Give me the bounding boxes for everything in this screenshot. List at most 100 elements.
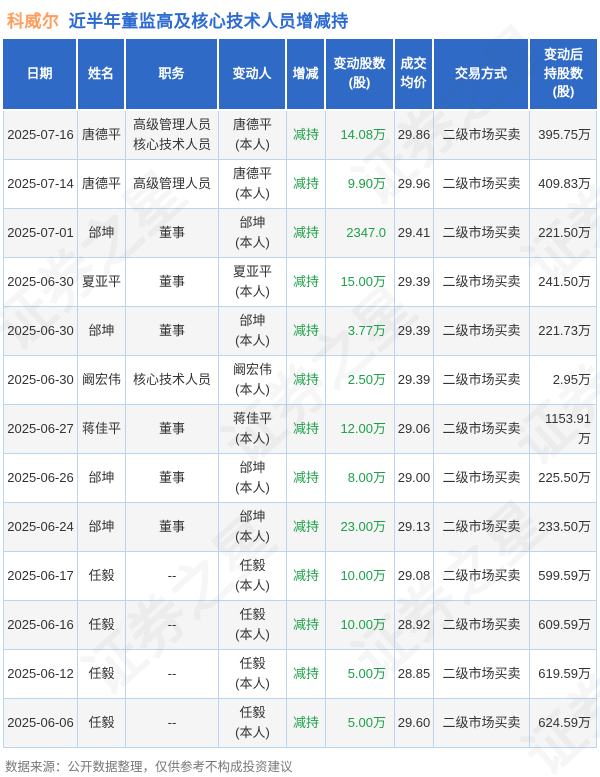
cell-direction: 减持 [287, 111, 326, 160]
cell-avg-price: 29.60 [395, 699, 434, 748]
cell-changer: 唐德平 (本人) [219, 160, 287, 209]
cell-direction: 减持 [287, 307, 326, 356]
cell-avg-price: 29.39 [395, 307, 434, 356]
cell-avg-price: 29.39 [395, 356, 434, 405]
header-position: 职务 [126, 39, 219, 111]
cell-trade-method: 二级市场买卖 [434, 601, 530, 650]
cell-shares-after: 221.73万 [530, 307, 597, 356]
cell-trade-method: 二级市场买卖 [434, 356, 530, 405]
cell-changer: 邰坤 (本人) [219, 454, 287, 503]
cell-shares-after: 225.50万 [530, 454, 597, 503]
cell-trade-method: 二级市场买卖 [434, 405, 530, 454]
cell-name: 邰坤 [78, 454, 126, 503]
table-header: 日期 姓名 职务 变动人 增减 变动股数 (股) 成交 均价 交易方式 变动后 … [3, 39, 597, 111]
cell-shares-after: 221.50万 [530, 209, 597, 258]
cell-name: 唐德平 [78, 111, 126, 160]
cell-shares-after: 241.50万 [530, 258, 597, 307]
cell-direction: 减持 [287, 552, 326, 601]
cell-avg-price: 28.85 [395, 650, 434, 699]
cell-direction: 减持 [287, 650, 326, 699]
cell-direction: 减持 [287, 454, 326, 503]
cell-shares-changed: 12.00万 [326, 405, 395, 454]
cell-shares-after: 233.50万 [530, 503, 597, 552]
cell-shares-after: 409.83万 [530, 160, 597, 209]
cell-trade-method: 二级市场买卖 [434, 503, 530, 552]
cell-avg-price: 29.41 [395, 209, 434, 258]
cell-shares-changed: 23.00万 [326, 503, 395, 552]
cell-shares-changed: 5.00万 [326, 650, 395, 699]
header-shares-changed: 变动股数 (股) [326, 39, 395, 111]
cell-date: 2025-06-17 [3, 552, 78, 601]
cell-avg-price: 29.00 [395, 454, 434, 503]
cell-position: -- [126, 552, 219, 601]
cell-changer: 邰坤 (本人) [219, 503, 287, 552]
cell-direction: 减持 [287, 258, 326, 307]
header-trade-method: 交易方式 [434, 39, 530, 111]
header-date: 日期 [3, 39, 78, 111]
cell-direction: 减持 [287, 405, 326, 454]
table-row: 2025-06-27 蒋佳平 董事 蒋佳平 (本人) 减持 12.00万 29.06 二级市场… [3, 405, 597, 454]
cell-date: 2025-07-01 [3, 209, 78, 258]
cell-shares-changed: 5.00万 [326, 699, 395, 748]
cell-position: 高级管理人员 [126, 160, 219, 209]
cell-shares-changed: 10.00万 [326, 552, 395, 601]
cell-shares-after: 2.95万 [530, 356, 597, 405]
cell-name: 唐德平 [78, 160, 126, 209]
cell-shares-changed: 2.50万 [326, 356, 395, 405]
cell-changer: 夏亚平 (本人) [219, 258, 287, 307]
table-row: 2025-06-26 邰坤 董事 邰坤 (本人) 减持 8.00万 29.00 二级市场买卖 2… [3, 454, 597, 503]
cell-trade-method: 二级市场买卖 [434, 258, 530, 307]
cell-avg-price: 29.08 [395, 552, 434, 601]
header-row: 日期 姓名 职务 变动人 增减 变动股数 (股) 成交 均价 交易方式 变动后 … [3, 39, 597, 111]
header-changer: 变动人 [219, 39, 287, 111]
cell-date: 2025-06-27 [3, 405, 78, 454]
title-text: 近半年董监高及核心技术人员增减持 [68, 12, 349, 31]
table-body: 2025-07-16 唐德平 高级管理人员 核心技术人员 唐德平 (本人) 减持 14.0… [3, 111, 597, 748]
cell-position: -- [126, 650, 219, 699]
cell-date: 2025-06-30 [3, 356, 78, 405]
header-shares-after: 变动后 持股数 (股) [530, 39, 597, 111]
cell-date: 2025-06-16 [3, 601, 78, 650]
cell-shares-changed: 15.00万 [326, 258, 395, 307]
cell-changer: 任毅 (本人) [219, 699, 287, 748]
table-row: 2025-07-16 唐德平 高级管理人员 核心技术人员 唐德平 (本人) 减持 14.0… [3, 111, 597, 160]
cell-position: 董事 [126, 405, 219, 454]
cell-shares-changed: 14.08万 [326, 111, 395, 160]
cell-trade-method: 二级市场买卖 [434, 111, 530, 160]
cell-position: -- [126, 699, 219, 748]
cell-date: 2025-06-30 [3, 258, 78, 307]
cell-trade-method: 二级市场买卖 [434, 307, 530, 356]
cell-shares-after: 599.59万 [530, 552, 597, 601]
table-row: 2025-06-30 夏亚平 董事 夏亚平 (本人) 减持 15.00万 29.39 二级市场… [3, 258, 597, 307]
cell-date: 2025-06-24 [3, 503, 78, 552]
cell-direction: 减持 [287, 601, 326, 650]
source-note: 数据来源：公开数据整理，仅供参考不构成投资建议 [5, 760, 293, 774]
cell-trade-method: 二级市场买卖 [434, 454, 530, 503]
table-row: 2025-07-01 邰坤 董事 邰坤 (本人) 减持 2347.0 29.41 二级市场买卖… [3, 209, 597, 258]
cell-trade-method: 二级市场买卖 [434, 160, 530, 209]
cell-shares-changed: 10.00万 [326, 601, 395, 650]
holdings-table: 日期 姓名 职务 变动人 增减 变动股数 (股) 成交 均价 交易方式 变动后 … [3, 39, 597, 748]
cell-direction: 减持 [287, 503, 326, 552]
cell-avg-price: 29.86 [395, 111, 434, 160]
cell-name: 任毅 [78, 650, 126, 699]
cell-direction: 减持 [287, 160, 326, 209]
cell-trade-method: 二级市场买卖 [434, 650, 530, 699]
cell-name: 任毅 [78, 601, 126, 650]
table-row: 2025-06-16 任毅 -- 任毅 (本人) 减持 10.00万 28.92 二级市场买卖… [3, 601, 597, 650]
cell-name: 邰坤 [78, 503, 126, 552]
cell-shares-after: 624.59万 [530, 699, 597, 748]
cell-changer: 任毅 (本人) [219, 552, 287, 601]
cell-changer: 邰坤 (本人) [219, 307, 287, 356]
cell-name: 阚宏伟 [78, 356, 126, 405]
cell-position: 董事 [126, 503, 219, 552]
cell-changer: 任毅 (本人) [219, 650, 287, 699]
cell-shares-after: 1153.91万 [530, 405, 597, 454]
cell-trade-method: 二级市场买卖 [434, 209, 530, 258]
cell-name: 邰坤 [78, 307, 126, 356]
page-title: 科威尔 近半年董监高及核心技术人员增减持 [0, 0, 600, 39]
cell-date: 2025-06-06 [3, 699, 78, 748]
cell-avg-price: 28.92 [395, 601, 434, 650]
header-name: 姓名 [78, 39, 126, 111]
cell-shares-after: 619.59万 [530, 650, 597, 699]
